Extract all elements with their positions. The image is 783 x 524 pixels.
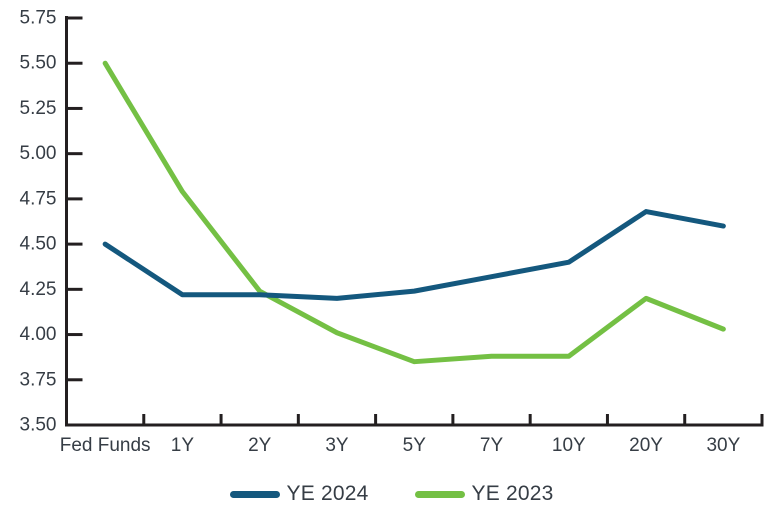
y-axis-label: 5.25 [20,98,57,119]
x-axis-label: 5Y [403,435,427,456]
legend-label-ye-2023: YE 2023 [471,482,554,505]
legend-item-ye-2024: YE 2024 [229,482,369,506]
ye-2023-line-swatch [414,490,465,498]
y-axis-label: 4.00 [20,324,57,345]
x-axis-label: 3Y [325,435,349,456]
x-axis-label: 2Y [248,435,272,456]
series-line-ye-2024 [102,209,726,301]
x-axis-label: Fed Funds [60,435,151,456]
chart-plot-area: 5.75 5.50 5.25 5.00 4.75 4.50 4.25 4.00 3.75 3.50… [20,8,764,456]
y-axis-label: 5.50 [20,53,57,74]
y-axis-label: 3.75 [20,369,57,390]
chart-legend: YE 2024 YE 2023 [0,462,783,506]
ye-2024-line-swatch [229,490,280,498]
x-axis-label: 30Y [706,435,740,456]
x-axis-label: 1Y [171,435,195,456]
y-axis-label: 4.50 [20,234,57,255]
y-axis-label: 4.75 [20,188,57,209]
x-axis-label: 7Y [480,435,504,456]
legend-item-ye-2023: YE 2023 [414,482,554,506]
legend-label-ye-2024: YE 2024 [286,482,369,505]
y-axis-label: 3.50 [20,415,57,436]
y-axis-label: 4.25 [20,279,57,300]
y-axis-label: 5.75 [20,8,57,29]
x-axis-label: 10Y [552,435,586,456]
y-axis-label: 5.00 [20,143,57,164]
series-line-ye-2023 [102,60,726,365]
x-axis-label: 20Y [629,435,663,456]
